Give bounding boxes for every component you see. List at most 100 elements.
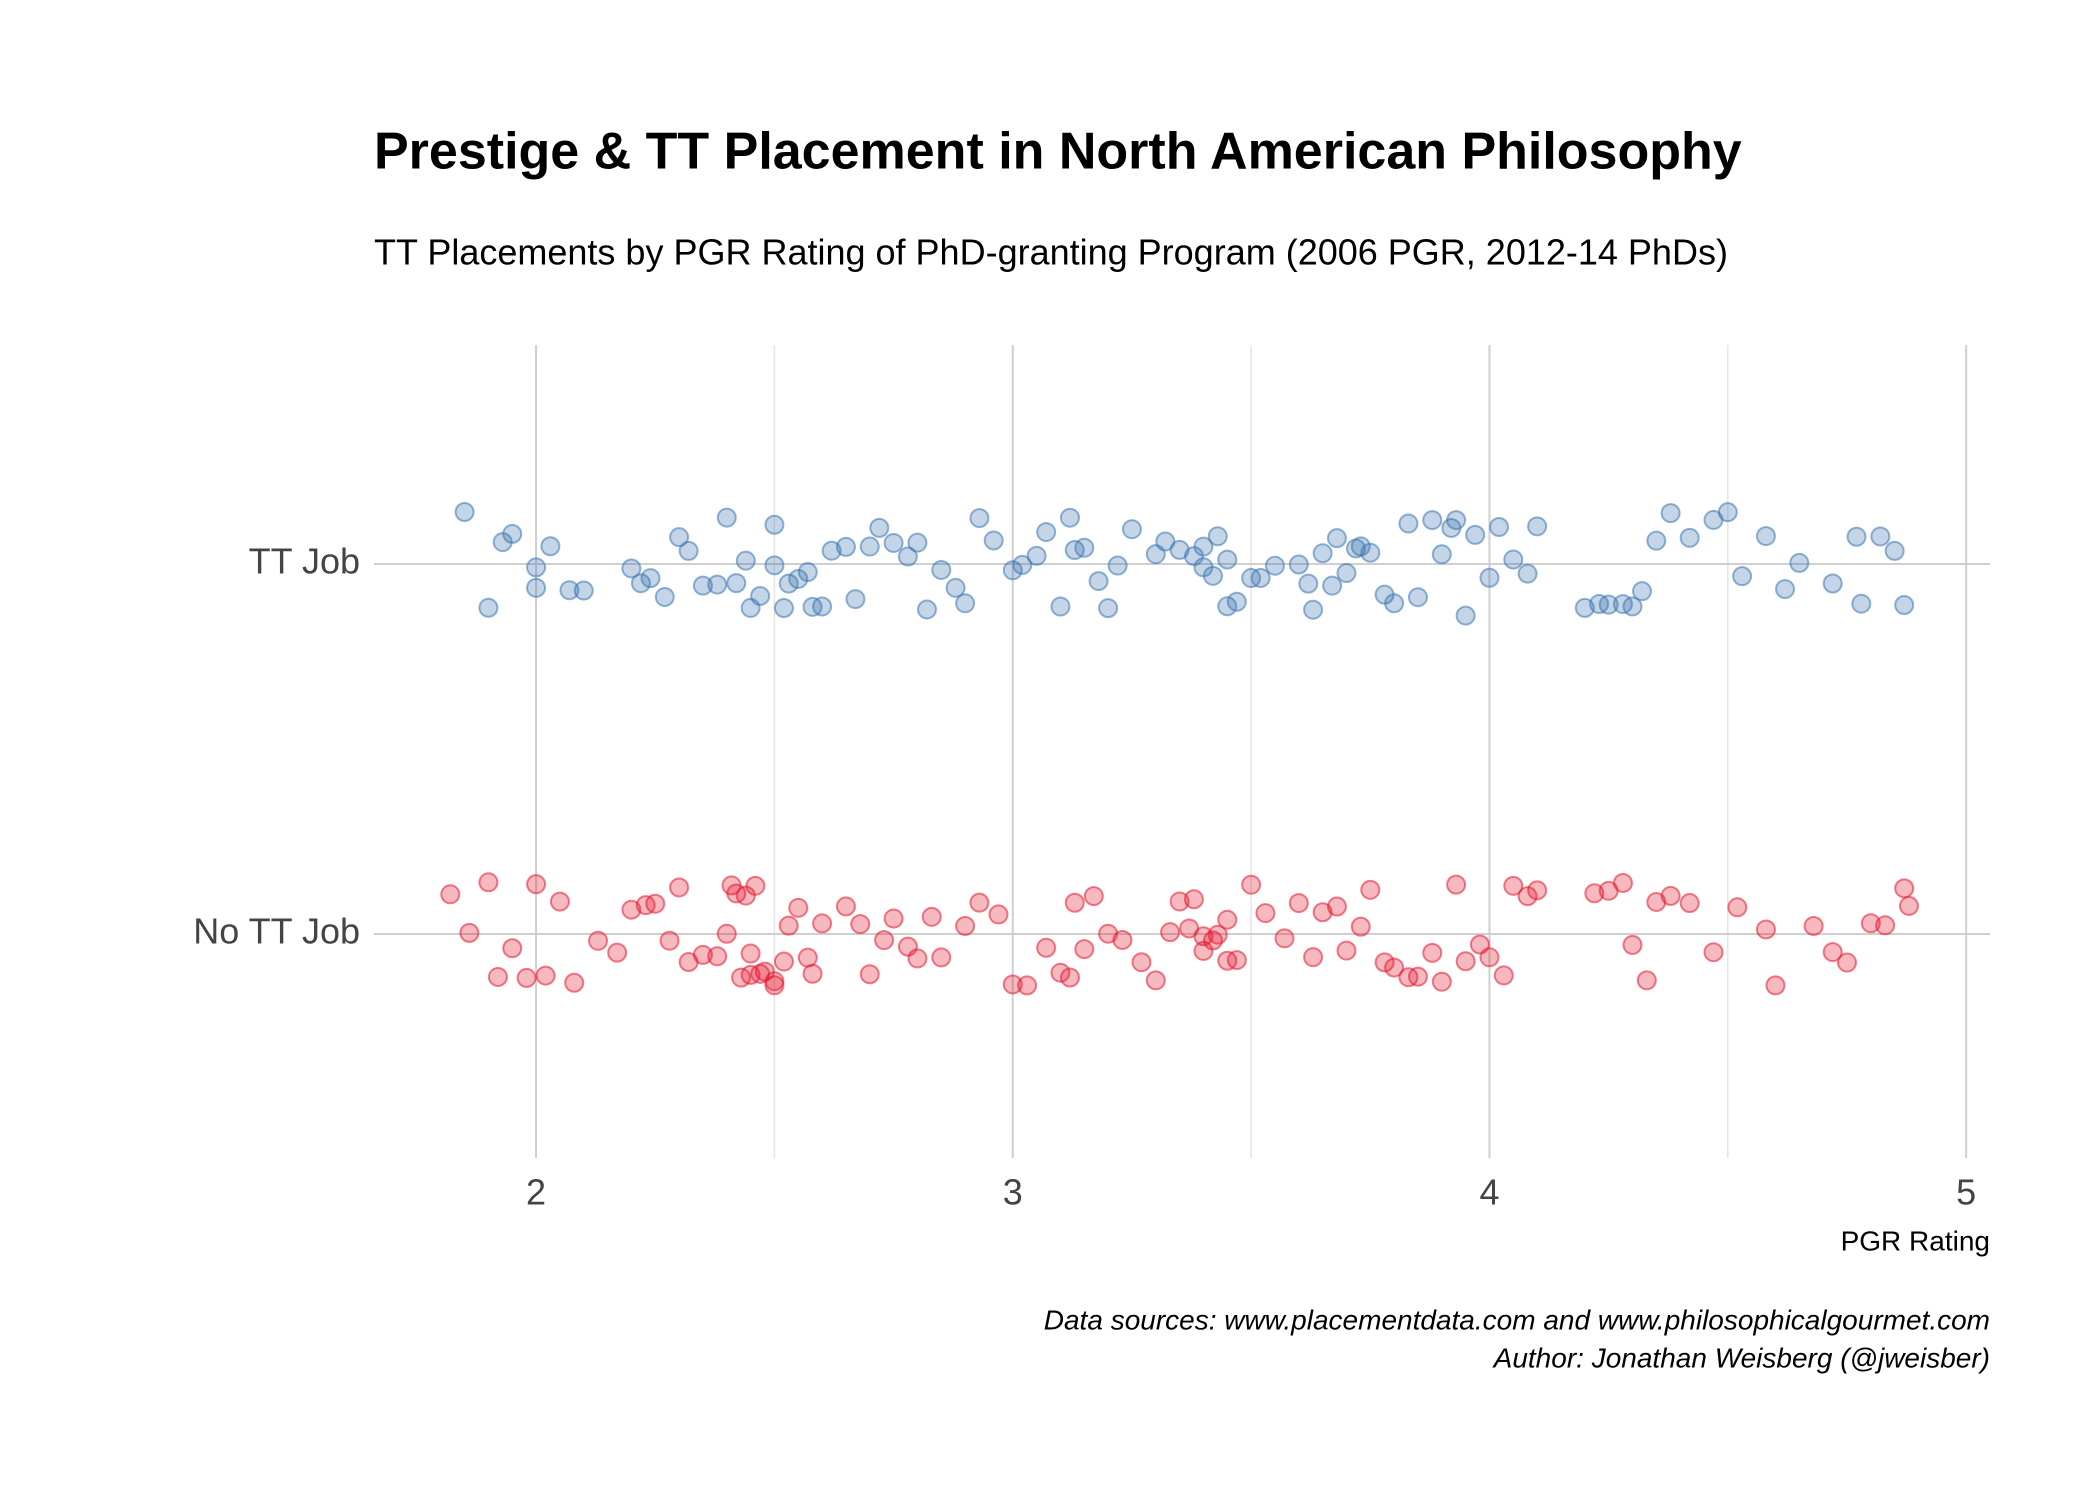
point (659, 930, 680, 951)
point (931, 947, 952, 968)
point (1775, 579, 1796, 600)
point (1012, 554, 1033, 575)
point (1326, 528, 1347, 549)
point (1322, 575, 1343, 596)
point (502, 938, 523, 959)
point (859, 536, 880, 557)
point (1446, 874, 1467, 895)
point (1207, 526, 1228, 547)
point (573, 580, 594, 601)
point (1098, 598, 1119, 619)
point (1274, 928, 1295, 949)
caption: Data sources: www.placementdata.com and … (1044, 1304, 1990, 1335)
point (1002, 974, 1023, 995)
point (516, 967, 537, 988)
point (716, 923, 737, 944)
point (1870, 526, 1891, 547)
point (1679, 527, 1700, 548)
point (692, 944, 713, 965)
point (750, 585, 771, 606)
point (645, 893, 666, 914)
caption: Author: Jonathan Weisberg (@jweisber) (1492, 1342, 1990, 1373)
point (773, 951, 794, 972)
point (740, 943, 761, 964)
point (1489, 517, 1510, 538)
point (1303, 947, 1324, 968)
point (1431, 544, 1452, 565)
point (1789, 552, 1810, 573)
point (669, 877, 690, 898)
point (1875, 915, 1896, 936)
point (969, 892, 990, 913)
point (1584, 883, 1605, 904)
point (1636, 970, 1657, 991)
point (1727, 897, 1748, 918)
point (1493, 965, 1514, 986)
point (1059, 967, 1080, 988)
point (1622, 934, 1643, 955)
point (1298, 573, 1319, 594)
point (1517, 563, 1538, 584)
point (778, 573, 799, 594)
point (1193, 536, 1214, 557)
point (1002, 560, 1023, 581)
point (1632, 581, 1653, 602)
point (1612, 872, 1633, 893)
point (1202, 565, 1223, 586)
point (897, 546, 918, 567)
point (1679, 893, 1700, 914)
chart-title: Prestige & TT Placement in North America… (374, 123, 1742, 181)
point (1121, 519, 1142, 540)
point (1074, 939, 1095, 960)
point (1083, 886, 1104, 907)
point (764, 555, 785, 576)
x-tick-label: 2 (526, 1172, 546, 1213)
point (802, 963, 823, 984)
point (869, 517, 890, 538)
point (559, 580, 580, 601)
point (850, 914, 871, 935)
point (1455, 605, 1476, 626)
point (1479, 947, 1500, 968)
point (502, 523, 523, 544)
point (1326, 896, 1347, 917)
point (921, 906, 942, 927)
chart-subtitle: TT Placements by PGR Rating of PhD-grant… (374, 232, 1728, 273)
point (1107, 555, 1128, 576)
point (1422, 510, 1443, 531)
point (845, 589, 866, 610)
point (1288, 893, 1309, 914)
point (692, 575, 713, 596)
point (1088, 571, 1109, 592)
point (1503, 875, 1524, 896)
point (1822, 573, 1843, 594)
point (549, 891, 570, 912)
point (540, 536, 561, 557)
point (640, 568, 661, 589)
point (1384, 593, 1405, 614)
point (883, 908, 904, 929)
point (1732, 566, 1753, 587)
point (1050, 596, 1071, 617)
point (1422, 942, 1443, 963)
point (745, 875, 766, 896)
point (726, 573, 747, 594)
point (487, 966, 508, 987)
point (735, 550, 756, 571)
point (764, 971, 785, 992)
point (883, 532, 904, 553)
point (1050, 962, 1071, 983)
point (1455, 951, 1476, 972)
point (707, 946, 728, 967)
point (916, 599, 937, 620)
point (1703, 942, 1724, 963)
point (1598, 594, 1619, 615)
point (1755, 919, 1776, 940)
point (969, 508, 990, 529)
point (1884, 540, 1905, 561)
point (1217, 596, 1238, 617)
point (1517, 886, 1538, 907)
point (1036, 937, 1057, 958)
point (1898, 895, 1919, 916)
point (654, 586, 675, 607)
